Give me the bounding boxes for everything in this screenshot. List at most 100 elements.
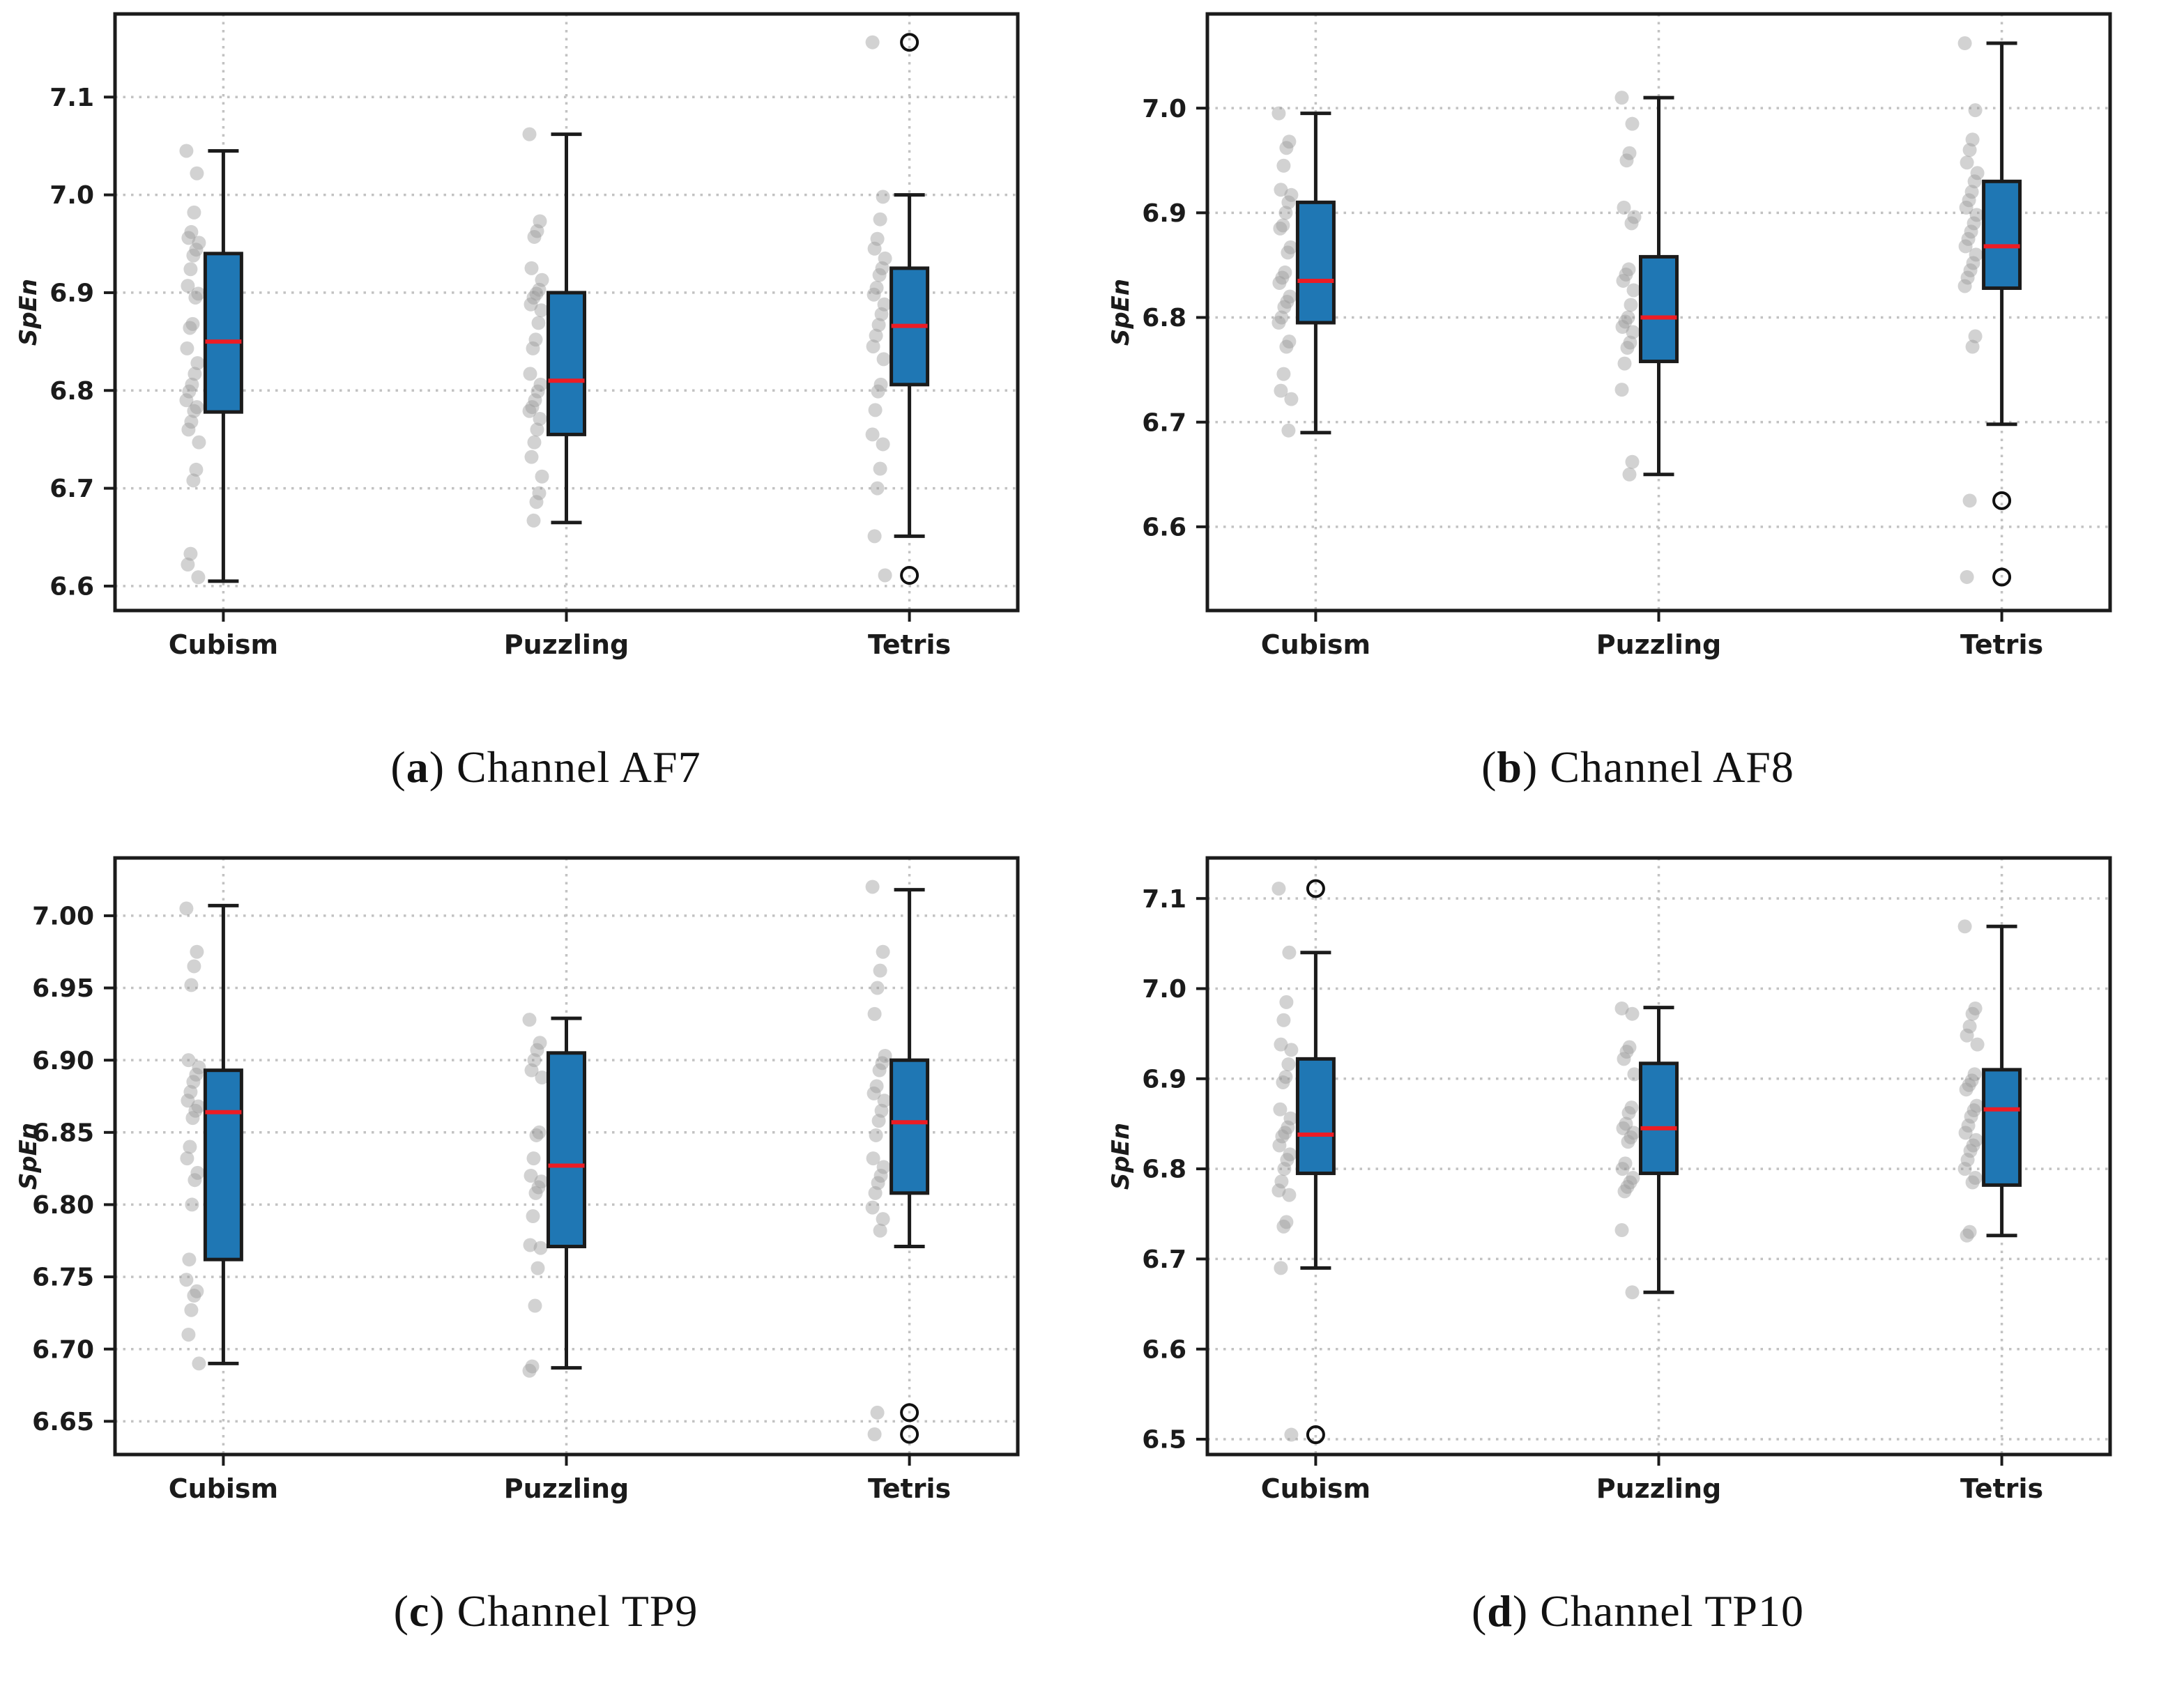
scatter-point [1960, 1228, 1974, 1243]
scatter-point [180, 341, 194, 355]
scatter-point [530, 224, 544, 238]
scatter-point [522, 1013, 537, 1027]
scatter-point [1966, 1138, 1980, 1153]
scatter-point [530, 1261, 545, 1275]
y-tick-label: 6.75 [32, 1264, 94, 1292]
scatter-point [1968, 1171, 1983, 1186]
caption-c-text: ) Channel TP9 [429, 1586, 698, 1636]
scatter-point [1614, 1223, 1628, 1238]
scatter-point [530, 384, 545, 399]
x-tick-label: Puzzling [504, 1473, 629, 1504]
scatter-point [1272, 1102, 1287, 1117]
x-tick-label: Puzzling [1596, 1473, 1720, 1504]
box-group-tetris [865, 880, 930, 1444]
scatter-point [1274, 1129, 1289, 1144]
y-tick-label: 6.9 [1142, 1065, 1186, 1094]
scatter-point [1621, 262, 1635, 277]
scatter-point [878, 568, 892, 583]
scatter-point [1627, 210, 1641, 224]
scatter-point [1283, 392, 1298, 406]
scatter-point [1616, 1121, 1630, 1135]
box-group-tetris [865, 33, 930, 585]
scatter-point [188, 290, 203, 305]
scatter-point [1623, 1175, 1637, 1190]
scatter-point [183, 262, 198, 277]
scatter-point [1960, 1153, 1975, 1167]
x-tick-label: Cubism [1260, 1473, 1370, 1504]
box [547, 1051, 586, 1249]
scatter-point [1281, 945, 1296, 960]
scatter-point [1274, 270, 1289, 285]
scatter-point [189, 1067, 204, 1082]
scatter-point [1615, 1162, 1629, 1176]
scatter-point [527, 435, 542, 450]
scatter-point [876, 1160, 891, 1174]
scatter-point [523, 367, 537, 381]
scatter-point [188, 367, 202, 381]
scatter-point [1622, 467, 1636, 482]
scatter-point [531, 1180, 546, 1195]
scatter-point [524, 450, 539, 464]
scatter-point [1969, 1133, 1983, 1147]
scatter-point [526, 290, 541, 305]
scatter-point [867, 241, 882, 256]
outlier-point [1992, 567, 2011, 587]
box-group-cubism [1271, 106, 1336, 438]
scatter-point [1623, 335, 1637, 350]
box-group-cubism [179, 144, 243, 585]
scatter-point [1280, 245, 1295, 260]
scatter-point [189, 462, 204, 477]
box-group-cubism [179, 901, 243, 1371]
scatter-point [1620, 341, 1634, 355]
scatter-point [533, 411, 547, 426]
scatter-point [1626, 325, 1640, 339]
outlier-point [900, 1403, 919, 1422]
scatter-point [532, 1125, 547, 1140]
scatter-point [1278, 1070, 1292, 1084]
scatter-point [181, 422, 196, 437]
scatter-point [1957, 279, 1972, 293]
scatter-point [1278, 141, 1293, 155]
caption-a: (a) Channel AF7 [390, 691, 701, 844]
x-tick-label: Puzzling [504, 629, 629, 660]
scatter-point [179, 1273, 194, 1287]
box [547, 291, 586, 436]
scatter-point [1281, 423, 1295, 438]
scatter-point [1272, 275, 1286, 290]
scatter-point [1967, 1103, 1981, 1118]
scatter-point [875, 261, 889, 275]
scatter-point [1276, 1219, 1290, 1234]
scatter-point [875, 1056, 889, 1071]
scatter-point [1283, 1427, 1298, 1442]
scatter-point [1960, 1028, 1974, 1043]
scatter-point [1273, 1037, 1288, 1052]
scatter-point [181, 1094, 195, 1108]
caption-c-letter: c [408, 1586, 430, 1636]
scatter-point [1962, 1225, 1977, 1239]
scatter-point [1617, 1052, 1631, 1066]
scatter-point [1276, 1013, 1290, 1027]
x-tick-label: Puzzling [1596, 629, 1720, 660]
scatter-point [526, 513, 541, 528]
scatter-point [185, 316, 200, 331]
scatter-point [1957, 919, 1972, 934]
scatter-point [192, 236, 206, 250]
scatter-point [869, 1128, 883, 1142]
scatter-point [1964, 1110, 1978, 1124]
scatter-point [181, 1327, 196, 1342]
scatter-point [529, 495, 544, 509]
scatter-point [1280, 1120, 1295, 1135]
y-tick-label: 7.1 [1142, 885, 1186, 914]
outlier-point [900, 565, 919, 585]
scatter-point [1967, 1067, 1982, 1082]
scatter-point [1962, 193, 1976, 208]
outlier-point [1306, 1425, 1325, 1445]
scatter-point [528, 1186, 543, 1200]
scatter-point [528, 1298, 542, 1313]
scatter-point [528, 332, 543, 347]
scatter-point [1962, 143, 1977, 158]
scatter-point [876, 437, 890, 452]
caption-d-letter: d [1487, 1586, 1513, 1636]
scatter-point [1275, 1075, 1290, 1089]
